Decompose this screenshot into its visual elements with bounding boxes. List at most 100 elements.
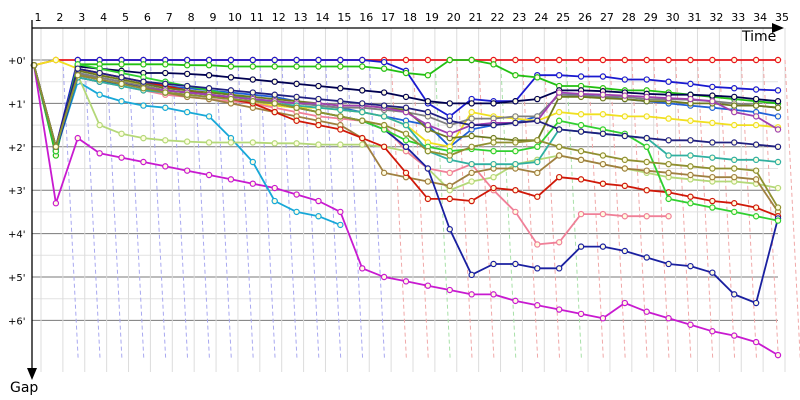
data-point [227,63,235,70]
data-point [774,104,782,111]
data-point [227,74,235,81]
series-20 [30,62,782,211]
data-point [271,108,278,116]
data-point [380,89,388,96]
data-point [293,93,300,101]
lap-tick-label: 5 [122,11,129,24]
data-point [774,56,782,64]
data-point [380,121,388,129]
data-point [249,76,257,83]
data-point [752,338,760,346]
data-point [665,169,672,177]
lap-connector [631,59,648,361]
lap-tick-label: 16 [359,11,373,24]
data-point [490,61,497,68]
lap-connector [368,59,386,361]
data-point [534,302,541,309]
data-point [643,213,650,220]
data-point [468,100,475,107]
data-point [709,154,716,161]
data-point [402,143,410,150]
data-point [643,143,650,150]
data-point [731,139,738,146]
data-point [446,195,453,203]
lap-connectors [62,59,800,361]
data-point [162,163,169,170]
data-point [709,204,716,211]
data-point [337,106,344,114]
data-point [424,108,432,116]
series-19 [30,62,782,150]
lap-connector [171,59,189,361]
lap-connector [696,59,714,361]
data-point [512,186,519,194]
data-point [534,169,541,177]
data-point [731,173,738,181]
data-point [599,152,607,159]
data-point [183,91,191,98]
data-point [424,56,432,64]
data-point [709,328,716,335]
data-point [468,160,475,168]
data-point [96,150,103,157]
data-point [774,113,782,120]
data-point [205,171,213,179]
data-point [599,56,607,64]
gap-tick-label: +5' [8,273,26,284]
data-point [621,213,629,220]
data-point [687,152,694,159]
data-point [271,63,278,70]
data-point [446,130,453,137]
series-4 [30,62,782,150]
gap-tick-label: +6' [8,316,26,327]
data-point [118,130,125,137]
data-point [140,85,147,92]
data-point [490,160,497,168]
data-point [468,115,475,122]
data-point [402,137,410,144]
lap-connector [784,59,800,361]
data-point [643,167,650,174]
data-point [337,141,344,148]
data-point [424,71,432,79]
lap-tick-label: 14 [315,11,329,24]
data-point [205,139,213,146]
data-point [512,160,519,168]
data-point [621,92,629,99]
data-point [555,265,563,272]
data-point [534,74,541,81]
data-point [731,85,738,92]
data-point [380,169,388,177]
lap-connector [237,59,254,361]
data-point [752,299,760,307]
data-point [293,208,300,216]
data-point [687,193,694,200]
data-point [380,143,388,150]
data-point [162,69,169,77]
series-3 [30,56,782,159]
data-point [512,71,519,79]
data-point [599,315,607,322]
data-point [424,178,432,185]
data-point [752,102,760,109]
data-point [446,117,453,124]
data-point [359,134,366,142]
data-point [621,247,629,255]
data-point [293,140,300,147]
data-point [731,208,738,216]
data-point [687,321,694,328]
data-point [643,134,650,142]
data-point [709,56,716,64]
data-point [687,95,694,103]
data-point [249,56,257,64]
data-point [337,56,344,64]
data-point [359,265,366,272]
data-point [293,117,300,124]
data-point [468,143,475,150]
data-point [402,69,410,77]
lap-tick-label: 32 [709,11,723,24]
data-point [271,100,278,107]
data-point [293,63,300,70]
data-point [774,351,782,359]
data-point [599,130,607,137]
